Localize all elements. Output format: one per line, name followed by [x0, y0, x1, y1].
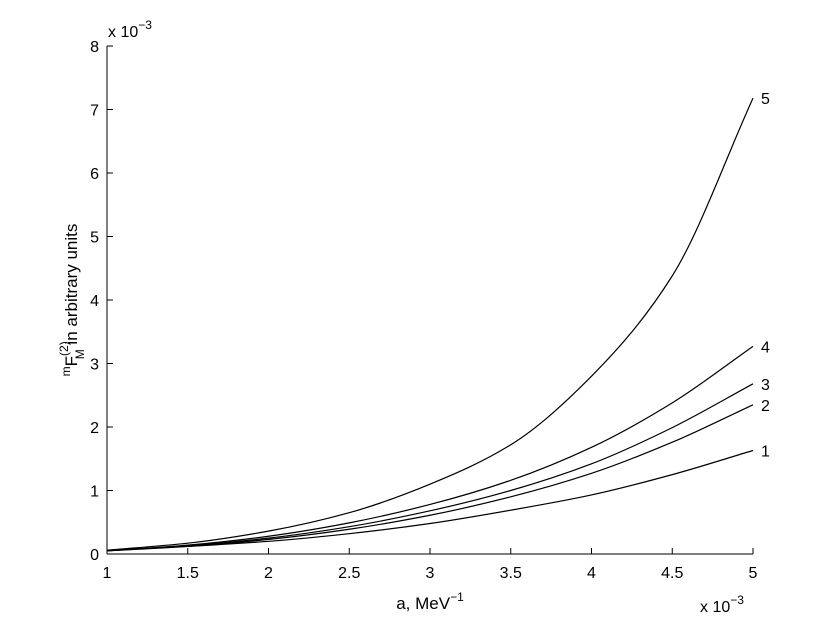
x-tick-label: 5 [749, 565, 758, 582]
y-tick-label: 1 [90, 484, 99, 501]
x-axis-label-main: a, MeV [396, 594, 451, 613]
y-tick-label: 0 [90, 547, 99, 564]
series-label-4: 4 [761, 339, 770, 356]
y-axis-label-suffix: in arbitrary units [62, 224, 81, 350]
x-tick-label: 3.5 [500, 565, 522, 582]
series-label-3: 3 [761, 377, 770, 394]
x-tick-label: 3 [426, 565, 435, 582]
y-axis-label: mF(2) M in arbitrary units [57, 224, 87, 377]
y-tick-label: 7 [90, 103, 99, 120]
x-axis-label-sup: −1 [450, 590, 464, 604]
y-axis-label-sup: (2) [57, 341, 71, 356]
series-labels: 1 2 3 4 5 [761, 91, 770, 460]
y-multiplier-exp: −3 [138, 18, 152, 32]
y-tick-label: 6 [90, 166, 99, 183]
x-multiplier-exp: −3 [730, 593, 744, 607]
y-axis-label-main: F [62, 356, 81, 366]
y-ticks: 0 1 2 3 4 5 6 7 8 [90, 39, 113, 564]
x-axis-label: a, MeV−1 [396, 590, 464, 613]
series-line-1 [106, 449, 754, 551]
y-multiplier: x 10−3 [108, 18, 152, 41]
series-line-2 [106, 404, 754, 552]
x-tick-label: 4 [587, 565, 596, 582]
x-multiplier-base: x 10 [700, 599, 730, 616]
series-line-4 [106, 345, 754, 552]
x-tick-label: 2.5 [338, 565, 360, 582]
y-multiplier-base: x 10 [108, 24, 138, 41]
x-tick-label: 4.5 [661, 565, 683, 582]
x-tick-label: 2 [264, 565, 273, 582]
y-tick-label: 5 [90, 230, 99, 247]
x-ticks: 1 1.5 2 2.5 3 3.5 4 4.5 5 [103, 548, 758, 582]
series-line-5 [106, 97, 754, 551]
series-line-3 [106, 383, 754, 552]
y-tick-label: 2 [90, 420, 99, 437]
series-label-5: 5 [761, 91, 770, 108]
y-axis-label-prefix: m [59, 366, 73, 376]
series-label-2: 2 [761, 398, 770, 415]
x-tick-label: 1.5 [177, 565, 199, 582]
x-tick-label: 1 [103, 565, 112, 582]
y-axis-label-sub: M [73, 349, 87, 359]
y-tick-label: 8 [90, 39, 99, 56]
y-tick-label: 3 [90, 357, 99, 374]
series-label-1: 1 [761, 443, 770, 460]
curves [106, 97, 754, 552]
y-tick-label: 4 [90, 293, 99, 310]
x-multiplier: x 10−3 [700, 593, 744, 616]
